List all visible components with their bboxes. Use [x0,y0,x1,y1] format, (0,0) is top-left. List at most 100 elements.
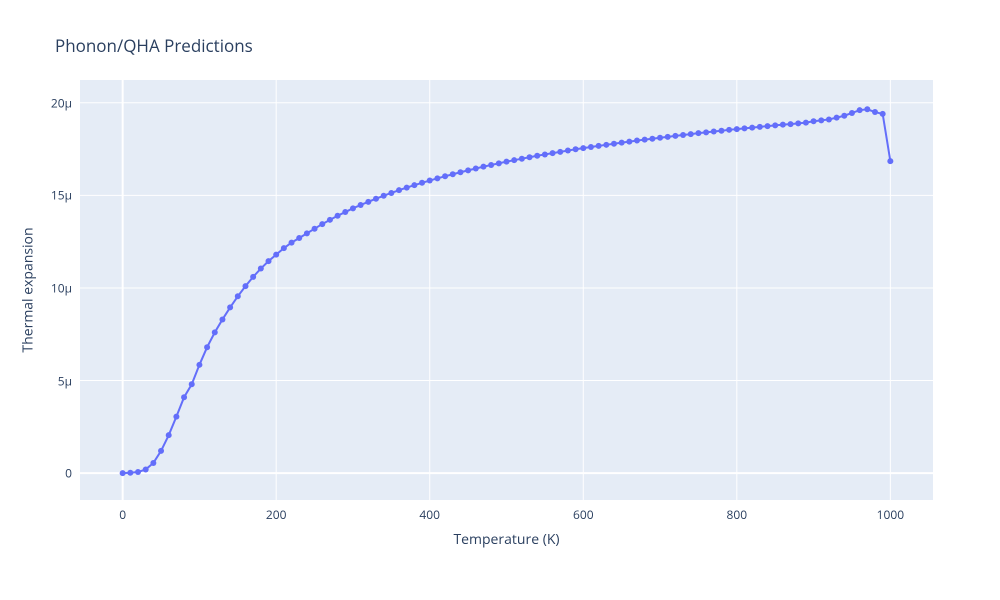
series-marker [718,128,724,134]
series-marker [657,135,663,141]
series-marker [419,180,425,186]
series-marker [711,128,717,134]
y-tick-label: 0 [65,465,72,482]
series-marker [173,414,179,420]
series-marker [350,205,356,211]
x-tick-label: 1000 [877,506,904,523]
series-marker [496,160,502,166]
series-marker [227,304,233,310]
series-marker [626,139,632,145]
series-marker [642,137,648,143]
series-marker [864,106,870,112]
series-marker [250,274,256,280]
series-marker [557,149,563,155]
x-tick-label: 600 [573,506,594,523]
series-marker [196,362,202,368]
series-marker [695,130,701,136]
series-marker [235,293,241,299]
y-axis-label: Thermal expansion [19,227,38,352]
series-marker [519,156,525,162]
series-marker [803,120,809,126]
series-marker [296,235,302,241]
series-marker [212,329,218,335]
series-marker [120,470,126,476]
series-marker [772,122,778,128]
series-marker [127,470,133,476]
series-marker [150,460,156,466]
series-marker [342,209,348,215]
series-marker [281,245,287,251]
series-marker [365,199,371,205]
series-marker [189,381,195,387]
y-tick-label: 15μ [51,187,72,204]
series-marker [219,316,225,322]
series-marker [757,124,763,130]
series-marker [749,125,755,131]
series-marker [158,448,164,454]
series-marker [388,190,394,196]
series-marker [734,126,740,132]
series-marker [534,153,540,159]
series-marker [765,123,771,129]
series-marker [373,196,379,202]
series-marker [872,109,878,115]
series-marker [880,111,886,117]
x-tick-label: 400 [419,506,440,523]
series-marker [741,125,747,131]
series-marker [780,122,786,128]
series-marker [649,136,655,142]
series-marker [688,131,694,137]
y-tick-label: 20μ [51,94,72,111]
series-marker [680,132,686,138]
series-marker [504,159,510,165]
series-marker [611,141,617,147]
series-marker [434,175,440,181]
series-marker [619,140,625,146]
series-marker [450,171,456,177]
series-marker [818,117,824,123]
series-marker [273,252,279,258]
series-marker [442,173,448,179]
series-marker [573,146,579,152]
series-marker [465,167,471,173]
series-marker [404,185,410,191]
series-marker [665,134,671,140]
x-tick-label: 800 [727,506,748,523]
series-marker [258,266,264,272]
series-marker [672,133,678,139]
series-marker [511,157,517,163]
series-marker [166,432,172,438]
series-marker [181,394,187,400]
series-marker [603,142,609,148]
series-marker [887,158,893,164]
series-marker [396,187,402,193]
series-marker [834,115,840,121]
series [120,106,894,476]
series-marker [204,344,210,350]
series-marker [242,283,248,289]
series-marker [480,164,486,170]
series-marker [411,182,417,188]
series-marker [857,107,863,113]
series-marker [542,151,548,157]
series-marker [381,193,387,199]
series-marker [565,148,571,154]
series-marker [703,129,709,135]
series-marker [143,466,149,472]
gridlines [80,80,933,500]
series-marker [826,116,832,122]
series-marker [634,138,640,144]
series-marker [726,127,732,133]
series-marker [841,113,847,119]
x-tick-label: 0 [119,506,126,523]
series-marker [358,202,364,208]
series-marker [457,169,463,175]
x-tick-label: 200 [266,506,287,523]
series-marker [580,145,586,151]
y-tick-label: 10μ [51,279,72,296]
series-marker [596,143,602,149]
series-marker [304,230,310,236]
series-marker [289,240,295,246]
series-marker [811,118,817,124]
x-axis-label: Temperature (K) [453,530,559,549]
